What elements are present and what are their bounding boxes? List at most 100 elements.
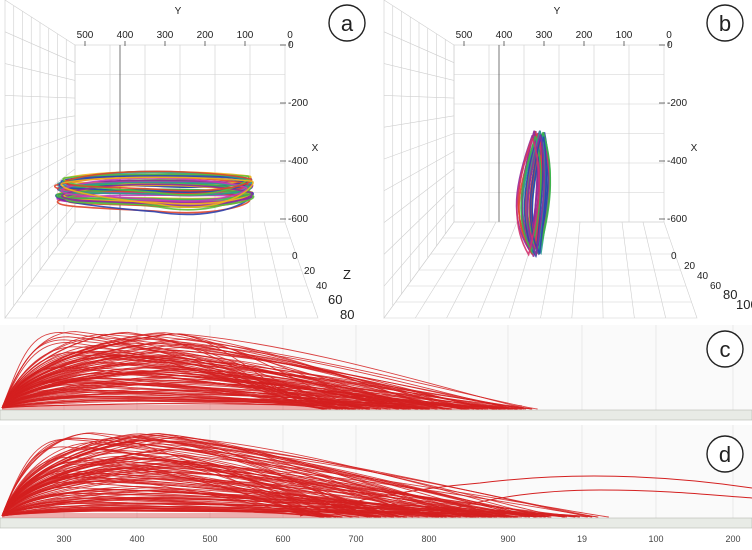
left-wall-gridline	[383, 133, 455, 160]
panel-b-x-ticks: 0 -200 -400 -600	[659, 40, 687, 225]
panel-b-y-axis-title: Y	[554, 6, 561, 17]
trajectory-line	[1, 457, 447, 518]
left-wall-gridline	[383, 204, 455, 287]
panel-b-3d-plot: 500 400 300 200 100 0 0 -200 -400 -600 0 20406080…	[383, 0, 752, 319]
x-tick-label: 200	[725, 534, 740, 544]
x-tick-label: -400	[667, 156, 687, 167]
strip-axis-bar	[0, 409, 752, 421]
y-tick-label: 300	[157, 30, 174, 41]
trajectory-loop	[531, 136, 548, 255]
trajectory-base-band	[2, 405, 522, 410]
trajectory-line	[1, 346, 466, 410]
panel-a-x-axis-title: X	[312, 143, 319, 154]
trajectory-line	[1, 436, 550, 518]
x-tick-label: -200	[667, 98, 687, 109]
y-tick-label: 500	[77, 30, 94, 41]
panel-a-3d-plot: 500 400 300 200 100 0 0 -200 -400 -600 0 20406080…	[4, 0, 354, 322]
panel-label-a-text: a	[341, 11, 354, 36]
trajectory-loop	[516, 137, 541, 257]
trajectory-line	[1, 471, 566, 518]
trajectory-line	[1, 509, 456, 518]
z-tick-label: 0	[671, 251, 677, 262]
y-tick-label: 100	[616, 30, 633, 41]
panel-a-y-axis-title: Y	[175, 6, 182, 17]
x-tick-label: 19	[577, 534, 587, 544]
trajectory-line	[1, 388, 480, 410]
left-wall-gridline	[4, 133, 76, 160]
z-tick-label: 80	[340, 307, 354, 322]
x-tick-label: 700	[348, 534, 363, 544]
x-tick-label: -600	[667, 214, 687, 225]
trajectory-line	[1, 455, 537, 518]
panel-b-trajectories	[515, 130, 552, 259]
panel-a-z-axis-title: Z	[343, 267, 351, 282]
y-tick-label: 0	[287, 30, 293, 41]
trajectory-line	[1, 367, 422, 410]
trajectory-loop	[526, 134, 546, 257]
panel-b-z-ticks: 0 20406080100	[671, 251, 752, 312]
x-tick-label: 800	[421, 534, 436, 544]
panel-a-grid	[4, 0, 319, 319]
y-tick-label: 500	[456, 30, 473, 41]
trajectory-line	[1, 349, 518, 410]
trajectory-line	[1, 497, 372, 518]
trajectory-line	[1, 457, 531, 518]
left-wall-gridline	[383, 63, 455, 81]
left-wall-gridline	[4, 204, 76, 287]
trajectory-base-band	[2, 513, 522, 518]
trajectory-line	[1, 480, 454, 518]
trajectory-loop	[61, 183, 254, 207]
panel-d-plot: 300 400 500 600 700 800 900 19 100 200	[0, 425, 752, 544]
panel-label-c: c	[706, 330, 744, 368]
trajectory-line	[1, 383, 370, 410]
left-wall-gridline	[383, 31, 455, 63]
trajectory-line	[1, 503, 593, 518]
panel-b-y-ticks: 500 400 300 200 100 0	[456, 30, 672, 46]
y-tick-label: 0	[666, 30, 672, 41]
trajectory-line	[1, 438, 515, 518]
left-wall-gridline	[383, 186, 455, 255]
z-tick-label: 20	[304, 266, 316, 277]
trajectory-line	[1, 377, 465, 410]
x-tick-label: 100	[648, 534, 663, 544]
panel-d-x-ticks: 300 400 500 600 700 800 900 19 100 200	[56, 534, 740, 544]
panel-a-trajectories	[54, 170, 255, 216]
y-tick-label: 200	[576, 30, 593, 41]
trajectory-line	[1, 333, 323, 410]
z-tick-label: 80	[723, 287, 737, 302]
left-wall-gridline	[4, 31, 76, 63]
trajectory-loop	[60, 176, 254, 209]
trajectory-line	[1, 343, 518, 410]
panel-c-trajectories	[1, 331, 538, 410]
trajectory-line	[1, 507, 325, 518]
y-tick-label: 400	[117, 30, 134, 41]
y-tick-label: 200	[197, 30, 214, 41]
x-tick-label: 0	[288, 40, 294, 51]
trajectory-line	[1, 496, 492, 518]
trajectory-line	[1, 466, 323, 518]
x-tick-label: 500	[202, 534, 217, 544]
trajectory-line	[1, 494, 331, 518]
x-tick-label: -400	[288, 156, 308, 167]
z-tick-label: 100	[736, 297, 752, 312]
left-wall-gridline	[383, 115, 455, 128]
x-tick-label: 0	[667, 40, 673, 51]
panel-b-x-axis-title: X	[691, 143, 698, 154]
panel-a-y-ticks: 500 400 300 200 100 0	[77, 30, 293, 46]
trajectory-loop	[63, 184, 251, 205]
left-wall-gridline	[383, 150, 455, 192]
x-tick-label: 600	[275, 534, 290, 544]
panel-a-x-ticks: 0 -200 -400 -600	[280, 40, 308, 225]
trajectory-line	[1, 506, 502, 518]
trajectory-line	[429, 489, 752, 517]
z-tick-label: 60	[328, 292, 342, 307]
left-wall-gridline	[383, 168, 455, 223]
left-wall-gridline	[4, 150, 76, 192]
z-tick-label: 40	[697, 271, 709, 282]
panel-label-d-text: d	[719, 442, 731, 467]
z-tick-label: 0	[292, 251, 298, 262]
strip-axis-bar	[0, 517, 752, 529]
